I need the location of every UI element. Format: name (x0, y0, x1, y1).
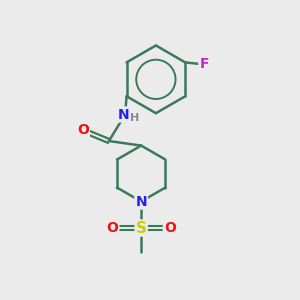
Text: F: F (199, 57, 209, 71)
Text: O: O (106, 221, 118, 235)
Text: N: N (135, 194, 147, 208)
Text: N: N (118, 107, 129, 122)
Text: O: O (164, 221, 176, 235)
Text: O: O (77, 123, 89, 137)
Text: S: S (136, 220, 147, 236)
Text: H: H (130, 113, 139, 123)
